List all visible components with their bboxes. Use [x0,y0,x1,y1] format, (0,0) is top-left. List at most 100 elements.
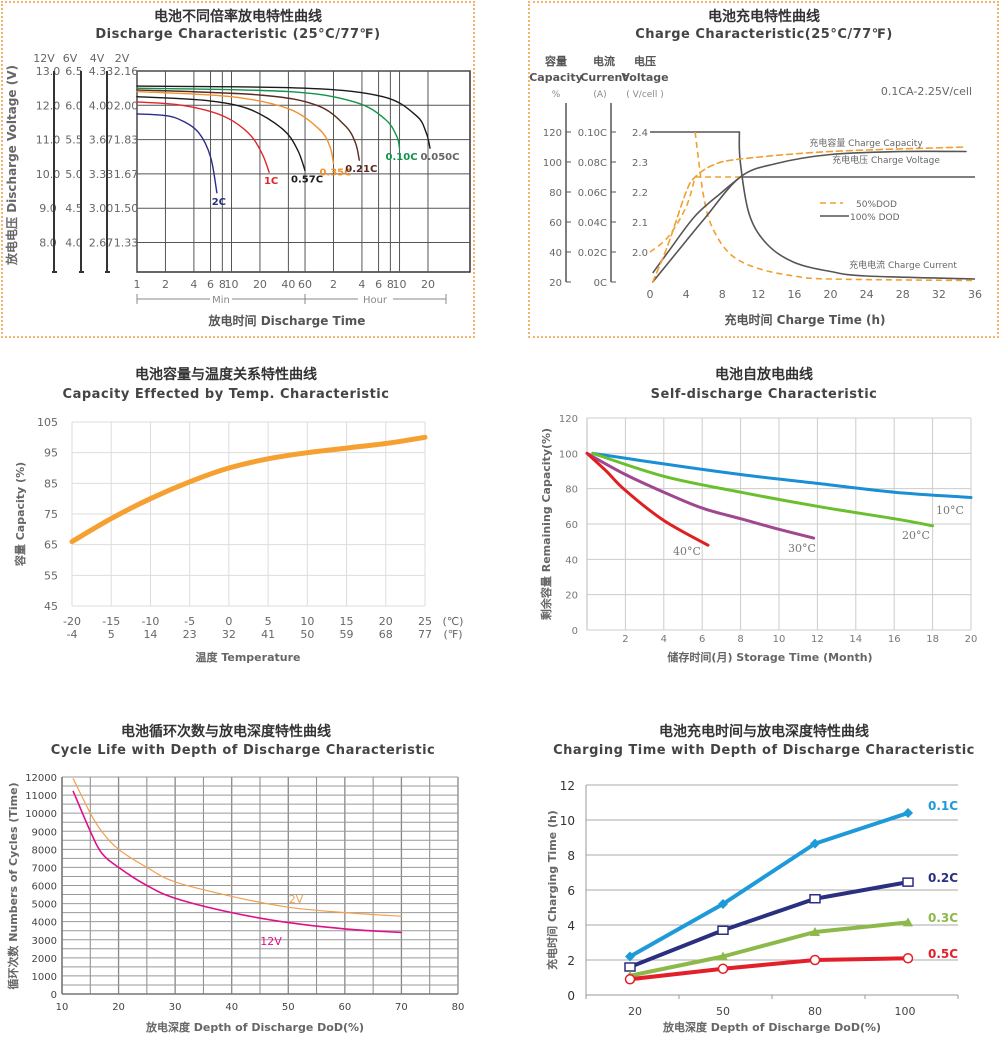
cycle-y-tick: 9000 [32,827,57,838]
temp-x-tick-c: 10 [300,615,314,628]
cycle-x-tick: 50 [282,1002,295,1013]
ctime-series-label: 0.1C [928,799,958,813]
temp-x-tick-f: 59 [340,628,354,641]
discharge-subtitle: Discharge Characteristic (25°C/77℉) [95,27,381,42]
square-marker [624,962,636,972]
discharge-y-tick: 3.67 [89,134,114,147]
discharge-y-tick: 1.67 [114,168,139,181]
discharge-curve-0.050C [136,85,431,149]
discharge-curve-0.21C [136,89,360,161]
discharge-y-tick: 4.0 [65,237,83,250]
ctime-line-0.3C [629,920,909,978]
charge-x-tick: 24 [860,288,874,301]
self-y-tick: 120 [559,414,578,425]
charge-voltage-curve [649,176,741,253]
fahrenheit-unit: (℉) [443,628,462,641]
charge-capacity-curve [651,146,967,283]
discharge-curve-label: 0.10C [386,152,418,163]
cycle-y-tick: 4000 [32,918,57,929]
discharge-curve-label: 2C [212,197,226,208]
self-curve-label: 40°C [673,545,701,558]
discharge-x-tick: 10 [225,278,239,291]
temp-x-tick-c: -5 [184,615,195,628]
voltage-tick-label: 2.3 [632,158,648,169]
self-x-tick: 12 [811,634,824,645]
charge-x-tick: 36 [968,288,982,301]
charge-current-curve [650,131,976,280]
charge-capacity-label: 充电容量 Charge Capacity [809,137,923,149]
discharge-scale-header: 2V [115,52,130,65]
temp-y-tick: 95 [44,447,58,460]
temp-subtitle: Capacity Effected by Temp. Characteristi… [62,387,390,402]
self-x-tick: 20 [965,634,978,645]
self-curve-label: 10°C [936,504,964,517]
discharge-y-tick: 1.50 [114,202,139,215]
discharge-x-tick: 8 [387,278,394,291]
discharge-y-tick: 3.33 [89,168,114,181]
charge-panel-frame [528,1,999,338]
cycle-y-tick: 10000 [25,809,57,820]
discharge-x-tick: 6 [207,278,214,291]
temp-x-tick-c: 5 [265,615,272,628]
discharge-y-tick: 5.0 [65,168,83,181]
charge-axis-header-en: Current [580,71,627,84]
current-tick-label: 0.10C [578,128,607,139]
discharge-y-tick: 6.0 [65,99,83,112]
temp-x-axis-label: 温度 Temperature [196,650,301,664]
ctime-y-tick: 2 [567,954,575,968]
cycle-y-tick: 1000 [32,972,57,983]
charge-axis-header-cn: 电压 [634,54,656,68]
charge-subtitle: Charge Characteristic(25°C/77℉) [635,27,893,42]
temp-x-tick-c: -15 [102,615,120,628]
charge-x-tick: 28 [896,288,910,301]
temp-y-axis-label: 容量 Capacity (%) [13,462,27,567]
discharge-y-tick: 4.5 [65,202,83,215]
voltage-tick-label: 2.2 [632,188,648,199]
capacity-tick-label: 80 [549,188,562,199]
legend-50-dod: 50%DOD [856,200,897,210]
temp-y-tick: 75 [44,508,58,521]
self-y-tick: 0 [572,626,578,637]
cycle-curve-label: 2V [289,893,304,906]
charge-axis-header-en: Capacity [529,71,583,84]
circle-marker [902,953,914,964]
temp-capacity-curve [69,434,428,545]
temp-x-tick-c: -20 [63,615,81,628]
cycle-life-subtitle: Cycle Life with Depth of Discharge Chara… [50,743,436,758]
discharge-y-tick: 11.0 [36,134,61,147]
ctime-x-tick: 100 [895,1005,916,1018]
capacity-tick-label: 120 [543,128,562,139]
ctime-x-tick: 80 [808,1005,822,1018]
current-tick-label: 0.06C [578,188,607,199]
cycle-x-tick: 80 [452,1002,465,1013]
voltage-tick-label: 2.0 [632,248,648,259]
temp-x-tick-f: 5 [108,628,115,641]
diamond-marker [625,951,635,962]
discharge-y-axis-label: 放电电压 Discharge Voltage (V) [4,65,19,266]
cycle-y-tick: 0 [51,990,57,1001]
cycle-x-tick: 10 [56,1002,69,1013]
capacity-tick-label: 20 [549,278,562,289]
triangle-marker [903,917,913,927]
diamond-marker [903,808,913,818]
temp-x-tick-f: 41 [261,628,275,641]
temp-x-tick-f: 32 [222,628,236,641]
ctime-y-axis-label: 充电时间 Charging Time (h) [545,810,559,970]
charge-axis-unit: ( V/cell ) [626,90,663,100]
discharge-x-tick: 4 [358,278,365,291]
temp-x-tick-f: 50 [300,628,314,641]
discharge-y-tick: 3.00 [89,202,114,215]
temp-x-tick-c: -10 [141,615,159,628]
ctime-y-tick: 10 [560,814,575,828]
temp-y-tick: 105 [37,416,58,429]
discharge-y-tick: 13.0 [36,65,61,78]
cycle-y-tick: 11000 [25,791,57,802]
discharge-y-tick: 1.83 [114,134,139,147]
discharge-curve-0.57C [136,96,306,172]
charge-x-axis-label: 充电时间 Charge Time (h) [724,312,885,327]
discharge-x-tick: 60 [298,278,312,291]
square-marker [717,925,729,935]
diamond-marker [718,899,728,909]
discharge-y-tick: 5.5 [65,134,83,147]
